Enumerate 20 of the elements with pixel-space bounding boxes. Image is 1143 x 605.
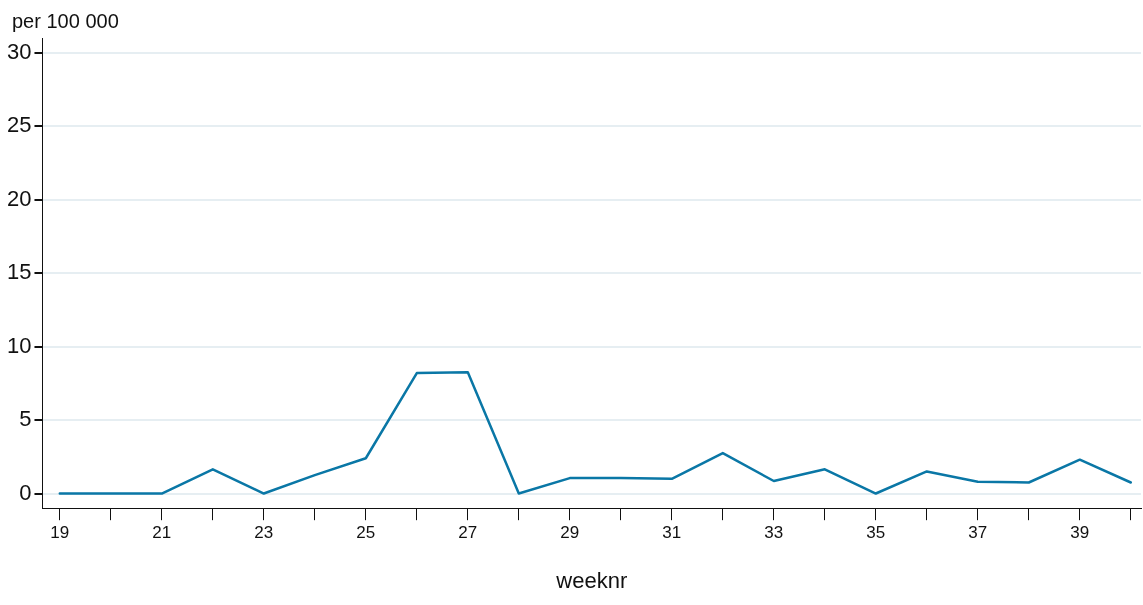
y-tick-label: 5 [19, 406, 32, 432]
x-tick-label: 37 [968, 523, 988, 543]
x-tick-label: 21 [152, 523, 172, 543]
x-tick-label: 39 [1070, 523, 1090, 543]
x-axis-title: weeknr [555, 567, 628, 593]
y-tick-label: 25 [6, 112, 32, 138]
y-tick-label: 30 [6, 38, 32, 64]
y-tick-label: 10 [6, 332, 32, 358]
x-tick-label: 33 [764, 523, 784, 543]
x-tick-label: 19 [50, 523, 70, 543]
y-tick-label: 20 [6, 185, 32, 211]
x-tick-label: 23 [254, 523, 274, 543]
y-tick-label: 0 [19, 479, 32, 505]
x-tick-label: 29 [560, 523, 580, 543]
y-axis-title: per 100 000 [12, 9, 119, 32]
x-tick-label: 35 [866, 523, 886, 543]
x-tick-label: 31 [662, 523, 682, 543]
x-tick-label: 27 [458, 523, 478, 543]
y-tick-label: 15 [6, 259, 32, 285]
x-tick-label: 25 [356, 523, 376, 543]
